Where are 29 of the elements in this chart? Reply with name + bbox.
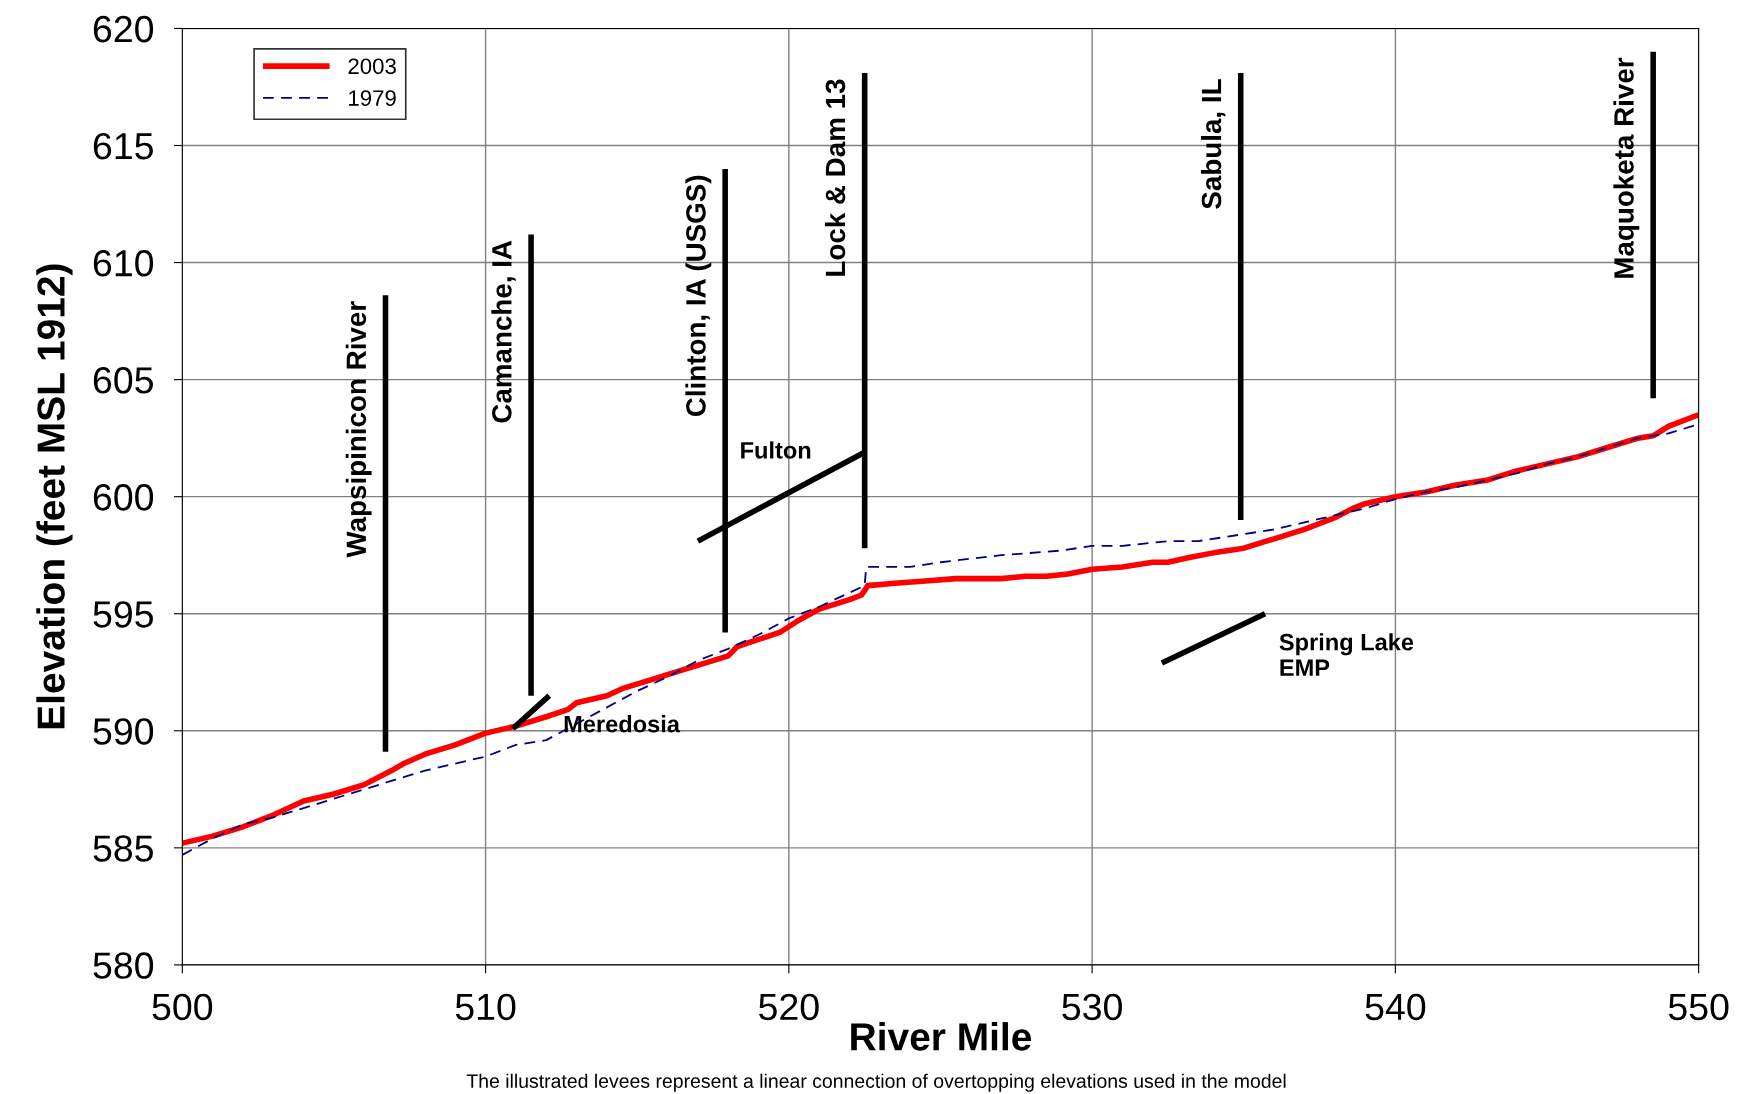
x-axis-title: River Mile [851,1022,1032,1051]
y-tick-label: 605 [93,367,153,394]
y-axis-title: Elevation (feet MSL 1912) [36,264,73,729]
y-tick-label: 610 [93,249,154,277]
x-tick-label: 510 [455,993,516,1021]
x-tick-label: 520 [759,993,819,1021]
y-tick-label: 615 [93,132,153,160]
series-label: Spring Lake EMP [1279,633,1414,676]
x-tick-label: 550 [1668,993,1729,1021]
y-tick-label: 585 [93,835,153,862]
y-tick-label: 600 [93,484,154,511]
y-tick-label: 590 [93,718,154,745]
legend-label: 1979 [349,90,396,106]
legend-label: 2003 [348,58,396,75]
x-tick-label: 540 [1365,993,1426,1021]
y-tick-label: 580 [93,952,154,979]
text: Camanche, IA [491,240,516,423]
text: Wapsipinicon River [345,301,372,558]
y-tick-label: 595 [93,601,153,628]
x-tick-label: 500 [152,993,213,1021]
series-label: Meredosia [564,715,681,733]
y-tick-label: 620 [93,15,154,43]
text: Clinton, IA (USGS) [685,175,712,417]
series-label: Fulton [741,441,811,459]
x-tick-label: 530 [1062,993,1122,1021]
text: Sabula, IL [1200,79,1226,209]
text: Maquoketa River [1613,57,1640,278]
text: Lock & Dam 13 [824,79,846,276]
text: The illustrated levees represent a linear connection of overtopping elevations used in the model [466,1073,1286,1092]
